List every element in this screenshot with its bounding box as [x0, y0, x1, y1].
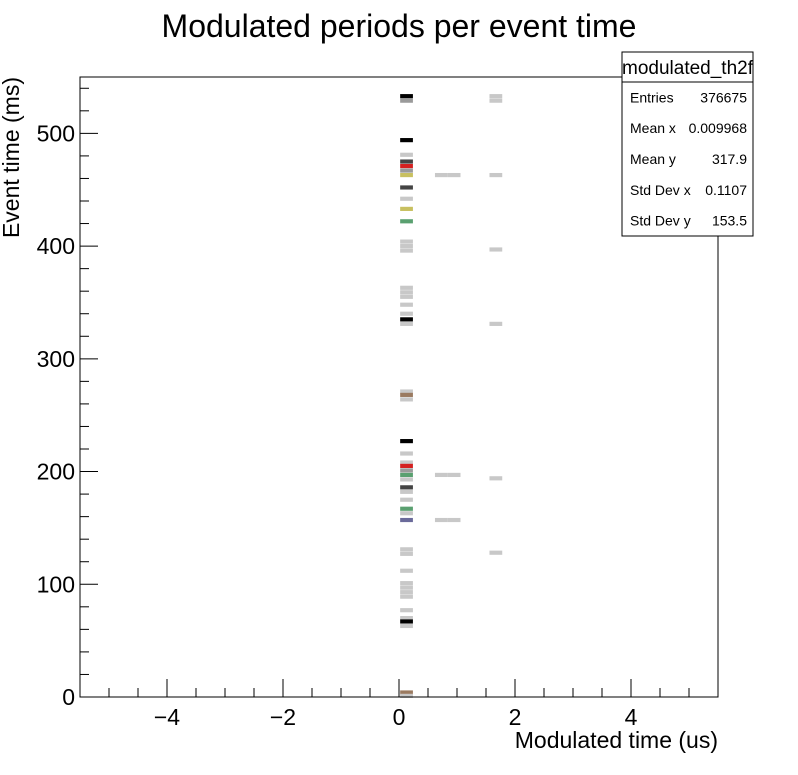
histogram-cell [400, 451, 413, 456]
histogram-cell [400, 506, 413, 511]
histogram-cell [400, 302, 413, 307]
stats-row-label: Std Dev x [630, 182, 691, 198]
x-axis-label: Modulated time (us) [515, 727, 718, 753]
histogram-cell [489, 98, 503, 103]
x-tick-label: 4 [625, 704, 638, 730]
histogram-cell [400, 159, 413, 164]
x-tick-label: 0 [393, 704, 406, 730]
histogram-cell [400, 623, 413, 629]
histogram-cell [400, 311, 413, 316]
y-tick-label: 400 [37, 233, 75, 259]
histogram-cell [400, 185, 413, 190]
stats-row-value: 0.009968 [689, 120, 748, 136]
histogram-cell [400, 439, 413, 444]
y-tick-label: 500 [37, 120, 75, 146]
histogram-cell [400, 285, 413, 290]
y-tick-label: 300 [37, 346, 75, 372]
histogram-cell [400, 389, 413, 394]
histogram-cell [400, 594, 413, 599]
stats-row-label: Std Dev y [630, 213, 691, 229]
histogram-cell [400, 693, 413, 698]
histogram-cell [400, 397, 413, 402]
histogram-cell [400, 460, 413, 465]
histogram-cell [400, 472, 413, 478]
histogram-cell [400, 196, 413, 201]
x-tick-label: 2 [509, 704, 522, 730]
stats-row-value: 153.5 [712, 213, 747, 229]
histogram-cell [400, 290, 413, 295]
histogram-cell [400, 172, 413, 178]
histogram-cell [400, 497, 413, 502]
histogram-cell [400, 581, 413, 586]
axis-ticks: −4 −2 0 2 4 0 100 200 300 400 500 [37, 87, 719, 730]
histogram-cell [489, 321, 503, 326]
stats-box: modulated_th2f Entries 376675 Mean x 0.0099… [621, 51, 754, 237]
histogram-cell [400, 206, 413, 211]
histogram-cell [400, 511, 413, 516]
stats-row-label: Mean y [630, 151, 676, 167]
histogram-cell [400, 590, 413, 595]
histogram-cell [447, 172, 461, 178]
histogram-cell [434, 172, 448, 178]
y-tick-label: 100 [37, 571, 75, 597]
stats-row-label: Entries [630, 89, 674, 105]
histogram-cell [400, 321, 413, 326]
histogram-cell [489, 94, 503, 99]
histogram-cell [489, 172, 503, 178]
histogram-cell [400, 608, 413, 613]
histogram-cell [400, 485, 413, 490]
y-axis-label: Event time (ms) [0, 77, 24, 238]
histogram-cell [400, 568, 413, 573]
histogram-cell [400, 392, 413, 397]
histogram-cell [400, 585, 413, 590]
histogram-cell [400, 547, 413, 552]
stats-row-label: Mean x [630, 120, 676, 136]
histogram-cell [400, 94, 413, 99]
histogram-cell [400, 477, 413, 482]
stats-row-value: 317.9 [712, 151, 747, 167]
histogram-cell [400, 219, 413, 224]
stats-row-value: 376675 [700, 89, 747, 105]
x-tick-label: −2 [270, 704, 296, 730]
histogram-cell [400, 317, 413, 322]
histogram-cell [400, 690, 413, 695]
stats-row-value: 0.1107 [705, 182, 747, 198]
stats-rows: Entries 376675 Mean x 0.009968 Mean y 317.9 St… [630, 89, 747, 228]
histogram-cell [434, 517, 448, 523]
histogram-cell [400, 248, 413, 253]
histogram-cell [400, 619, 413, 624]
histogram-cell [489, 476, 503, 481]
y-tick-label: 0 [62, 684, 75, 710]
histogram-cell [400, 98, 413, 103]
histogram-cell [400, 244, 413, 249]
histogram-cell [400, 551, 413, 556]
histogram-cell [400, 517, 413, 523]
histogram-cell [400, 163, 413, 169]
chart-title: Modulated periods per event time [162, 8, 637, 44]
histogram-cell [400, 138, 413, 143]
histogram-cell [434, 472, 448, 478]
histogram-cell [400, 152, 413, 157]
stats-histogram-name: modulated_th2f [622, 58, 754, 79]
histogram-cell [489, 550, 503, 555]
histogram-cell [400, 616, 413, 621]
histogram-cell [400, 489, 413, 494]
histogram-cell [400, 294, 413, 299]
histogram-cell [489, 247, 503, 252]
histogram-cell [447, 517, 461, 523]
histogram-cell [447, 472, 461, 478]
y-tick-label: 200 [37, 459, 75, 485]
histogram-cell [400, 463, 413, 468]
stats-box-frame [621, 51, 754, 237]
histogram-cell [400, 468, 413, 473]
histogram-cell [400, 168, 413, 173]
histogram-cells [400, 94, 503, 698]
histogram-cell [400, 239, 413, 244]
x-tick-label: −4 [154, 704, 180, 730]
